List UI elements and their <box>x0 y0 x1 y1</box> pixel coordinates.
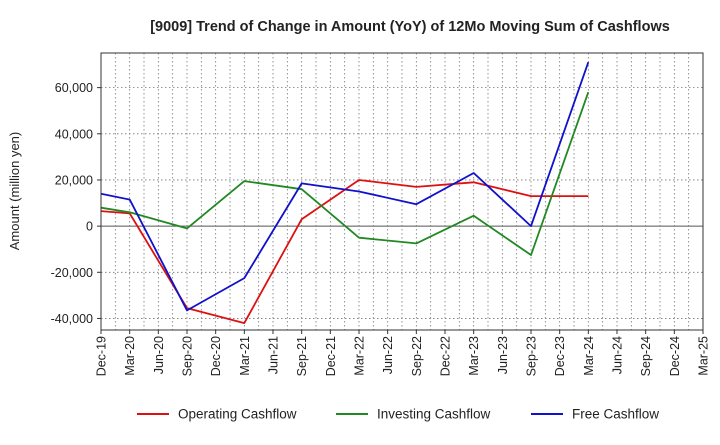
x-tick-label: Dec-23 <box>553 336 567 376</box>
x-tick-label: Sep-22 <box>410 336 424 376</box>
x-tick-label: Dec-22 <box>439 336 453 376</box>
x-tick-label: Mar-21 <box>238 336 252 376</box>
y-tick-label: -40,000 <box>51 312 93 326</box>
x-tick-label: Mar-22 <box>353 336 367 376</box>
y-tick-label: 60,000 <box>55 81 93 95</box>
y-axis-label: Amount (million yen) <box>7 132 22 251</box>
x-tick-label: Jun-23 <box>496 336 510 374</box>
x-tick-label: Mar-23 <box>467 336 481 376</box>
y-tick-label: 40,000 <box>55 127 93 141</box>
x-tick-label: Sep-20 <box>181 336 195 376</box>
y-tick-label: 0 <box>86 220 93 234</box>
x-tick-label: Jun-21 <box>267 336 281 374</box>
x-tick-label: Jun-22 <box>381 336 395 374</box>
plot-area <box>101 53 703 330</box>
x-tick-label: Mar-24 <box>582 336 596 376</box>
x-tick-label: Mar-20 <box>123 336 137 376</box>
x-tick-label: Dec-21 <box>324 336 338 376</box>
gridlines <box>101 53 703 330</box>
y-tick-label: -20,000 <box>51 266 93 280</box>
chart-title: [9009] Trend of Change in Amount (YoY) o… <box>150 19 670 35</box>
legend: Operating Cashflow Investing Cashflow Free… <box>137 407 659 422</box>
legend-label-investing-cashflow: Investing Cashflow <box>377 407 491 422</box>
x-tick-label: Mar-25 <box>697 336 711 376</box>
x-tick-label: Sep-23 <box>525 336 539 376</box>
x-tick-label: Sep-21 <box>295 336 309 376</box>
y-tick-label: 20,000 <box>55 173 93 187</box>
legend-label-operating-cashflow: Operating Cashflow <box>178 407 297 422</box>
x-tick-label: Jun-20 <box>152 336 166 374</box>
x-tick-label: Dec-20 <box>209 336 223 376</box>
x-tick-label: Sep-24 <box>639 336 653 376</box>
x-tick-label: Jun-24 <box>611 336 625 374</box>
x-tick-label: Dec-19 <box>95 336 109 376</box>
x-tick-label: Dec-24 <box>668 336 682 376</box>
legend-label-free-cashflow: Free Cashflow <box>572 407 659 422</box>
